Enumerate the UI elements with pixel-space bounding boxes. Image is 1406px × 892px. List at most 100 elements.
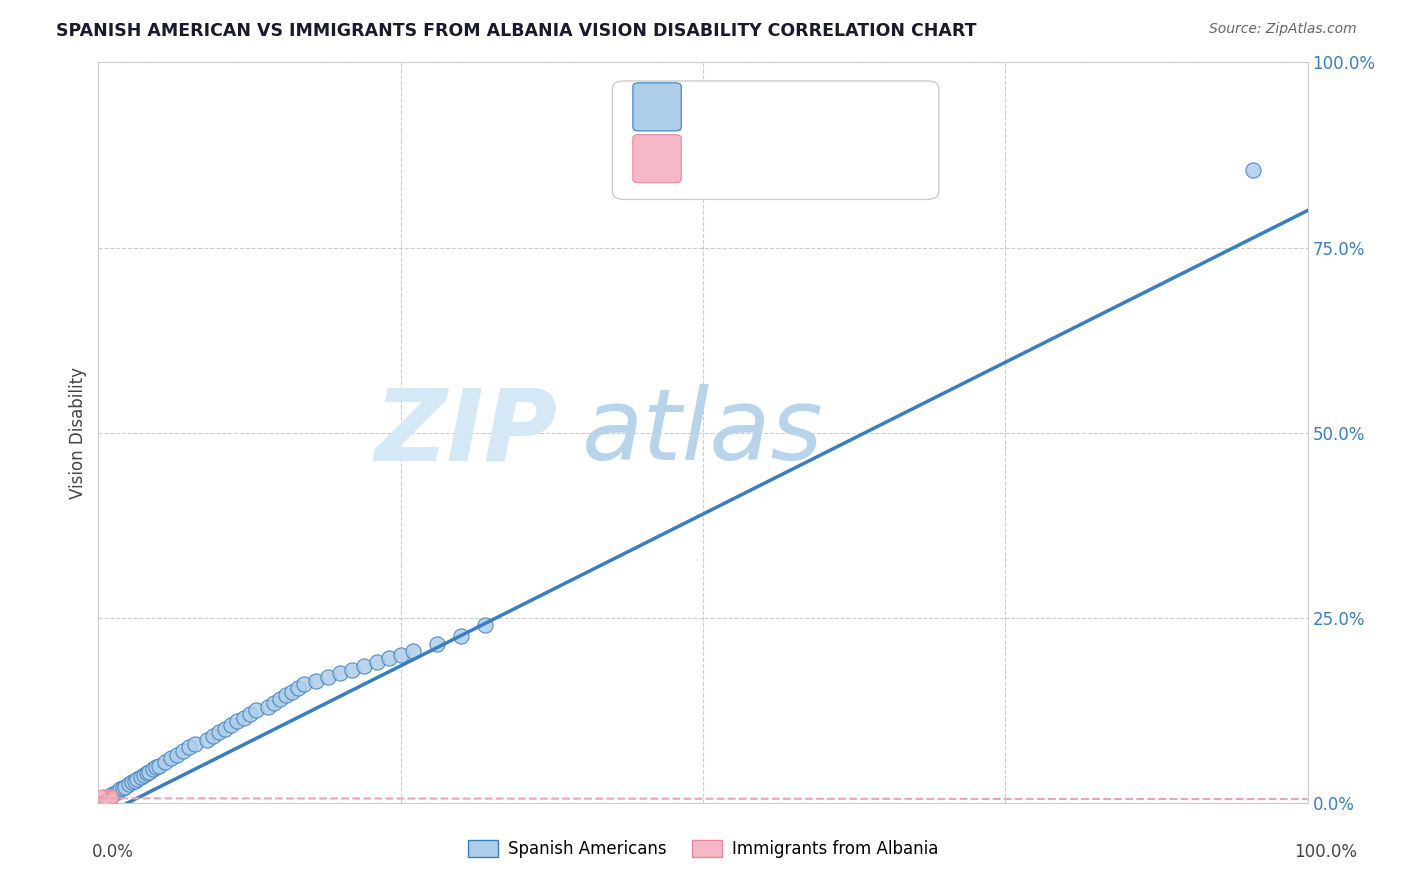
Point bbox=[100, 793, 122, 807]
Point bbox=[135, 766, 157, 780]
Point bbox=[118, 777, 141, 791]
Legend: Spanish Americans, Immigrants from Albania: Spanish Americans, Immigrants from Alban… bbox=[461, 833, 945, 865]
Point bbox=[96, 790, 118, 805]
Point bbox=[1241, 162, 1264, 177]
Point bbox=[94, 789, 117, 804]
Point bbox=[100, 789, 122, 804]
Text: SPANISH AMERICAN VS IMMIGRANTS FROM ALBANIA VISION DISABILITY CORRELATION CHART: SPANISH AMERICAN VS IMMIGRANTS FROM ALBA… bbox=[56, 22, 977, 40]
Point bbox=[100, 790, 122, 805]
Point bbox=[269, 692, 291, 706]
Point bbox=[129, 770, 152, 784]
Point bbox=[93, 794, 115, 808]
Point bbox=[142, 763, 165, 777]
Y-axis label: Vision Disability: Vision Disability bbox=[69, 367, 87, 499]
Point bbox=[91, 793, 114, 807]
Text: R =  0.946   N = 54: R = 0.946 N = 54 bbox=[693, 98, 855, 116]
Point bbox=[292, 677, 315, 691]
Point bbox=[94, 792, 117, 806]
Point bbox=[98, 790, 121, 805]
Point bbox=[281, 685, 304, 699]
Point bbox=[93, 789, 115, 804]
Point bbox=[402, 644, 425, 658]
Point bbox=[121, 775, 143, 789]
Point bbox=[96, 789, 118, 804]
Point bbox=[316, 670, 339, 684]
Point bbox=[91, 789, 114, 804]
Point bbox=[93, 790, 115, 805]
Point bbox=[111, 780, 134, 795]
Point bbox=[93, 792, 115, 806]
Point bbox=[98, 793, 121, 807]
Point bbox=[98, 794, 121, 808]
Point bbox=[90, 794, 112, 808]
Point bbox=[172, 744, 194, 758]
Point bbox=[100, 791, 122, 805]
Point bbox=[184, 737, 207, 751]
Point bbox=[98, 789, 121, 804]
Point bbox=[93, 793, 115, 807]
Text: Source: ZipAtlas.com: Source: ZipAtlas.com bbox=[1209, 22, 1357, 37]
Point bbox=[342, 663, 364, 677]
Point bbox=[100, 794, 122, 808]
Point bbox=[195, 732, 218, 747]
Point bbox=[287, 681, 309, 695]
Point bbox=[160, 751, 183, 765]
Point bbox=[96, 789, 118, 804]
Point bbox=[100, 789, 122, 803]
Point bbox=[166, 747, 188, 762]
Point bbox=[366, 655, 388, 669]
Point bbox=[93, 791, 115, 805]
Point bbox=[94, 788, 117, 802]
Point bbox=[98, 788, 121, 802]
Point bbox=[148, 758, 170, 772]
Point bbox=[91, 792, 114, 806]
Point bbox=[100, 790, 122, 805]
Point bbox=[96, 792, 118, 806]
Point bbox=[91, 791, 114, 805]
Point bbox=[274, 689, 297, 703]
Point bbox=[450, 629, 472, 643]
Point bbox=[94, 789, 117, 803]
Point bbox=[97, 793, 120, 807]
Point bbox=[96, 794, 118, 808]
Point bbox=[124, 773, 146, 788]
Point bbox=[94, 789, 117, 804]
Point bbox=[90, 788, 112, 802]
Point bbox=[214, 722, 236, 736]
Point bbox=[127, 772, 149, 786]
Point bbox=[97, 791, 120, 805]
Point bbox=[100, 792, 122, 806]
Point bbox=[98, 794, 121, 808]
Point bbox=[90, 794, 112, 808]
Point bbox=[93, 789, 115, 803]
Point bbox=[91, 793, 114, 807]
Point bbox=[90, 790, 112, 805]
Point bbox=[97, 794, 120, 808]
Point bbox=[97, 789, 120, 804]
Point bbox=[97, 794, 120, 808]
Point bbox=[100, 794, 122, 808]
Point bbox=[256, 699, 278, 714]
Point bbox=[90, 789, 112, 804]
Point bbox=[91, 789, 114, 803]
Point bbox=[94, 791, 117, 805]
Point bbox=[263, 696, 285, 710]
Point bbox=[100, 788, 122, 802]
Point bbox=[153, 755, 176, 769]
Point bbox=[353, 658, 375, 673]
FancyBboxPatch shape bbox=[633, 135, 682, 183]
Point bbox=[96, 789, 118, 803]
Point bbox=[91, 792, 114, 806]
Point bbox=[98, 791, 121, 805]
Point bbox=[91, 794, 114, 808]
Point bbox=[474, 618, 496, 632]
Point bbox=[91, 790, 114, 805]
Point bbox=[94, 793, 117, 807]
Point bbox=[97, 789, 120, 804]
Point bbox=[226, 714, 249, 729]
Point bbox=[93, 789, 115, 804]
Point bbox=[100, 789, 122, 804]
Point bbox=[98, 789, 121, 803]
Point bbox=[94, 794, 117, 808]
Point bbox=[93, 794, 115, 808]
